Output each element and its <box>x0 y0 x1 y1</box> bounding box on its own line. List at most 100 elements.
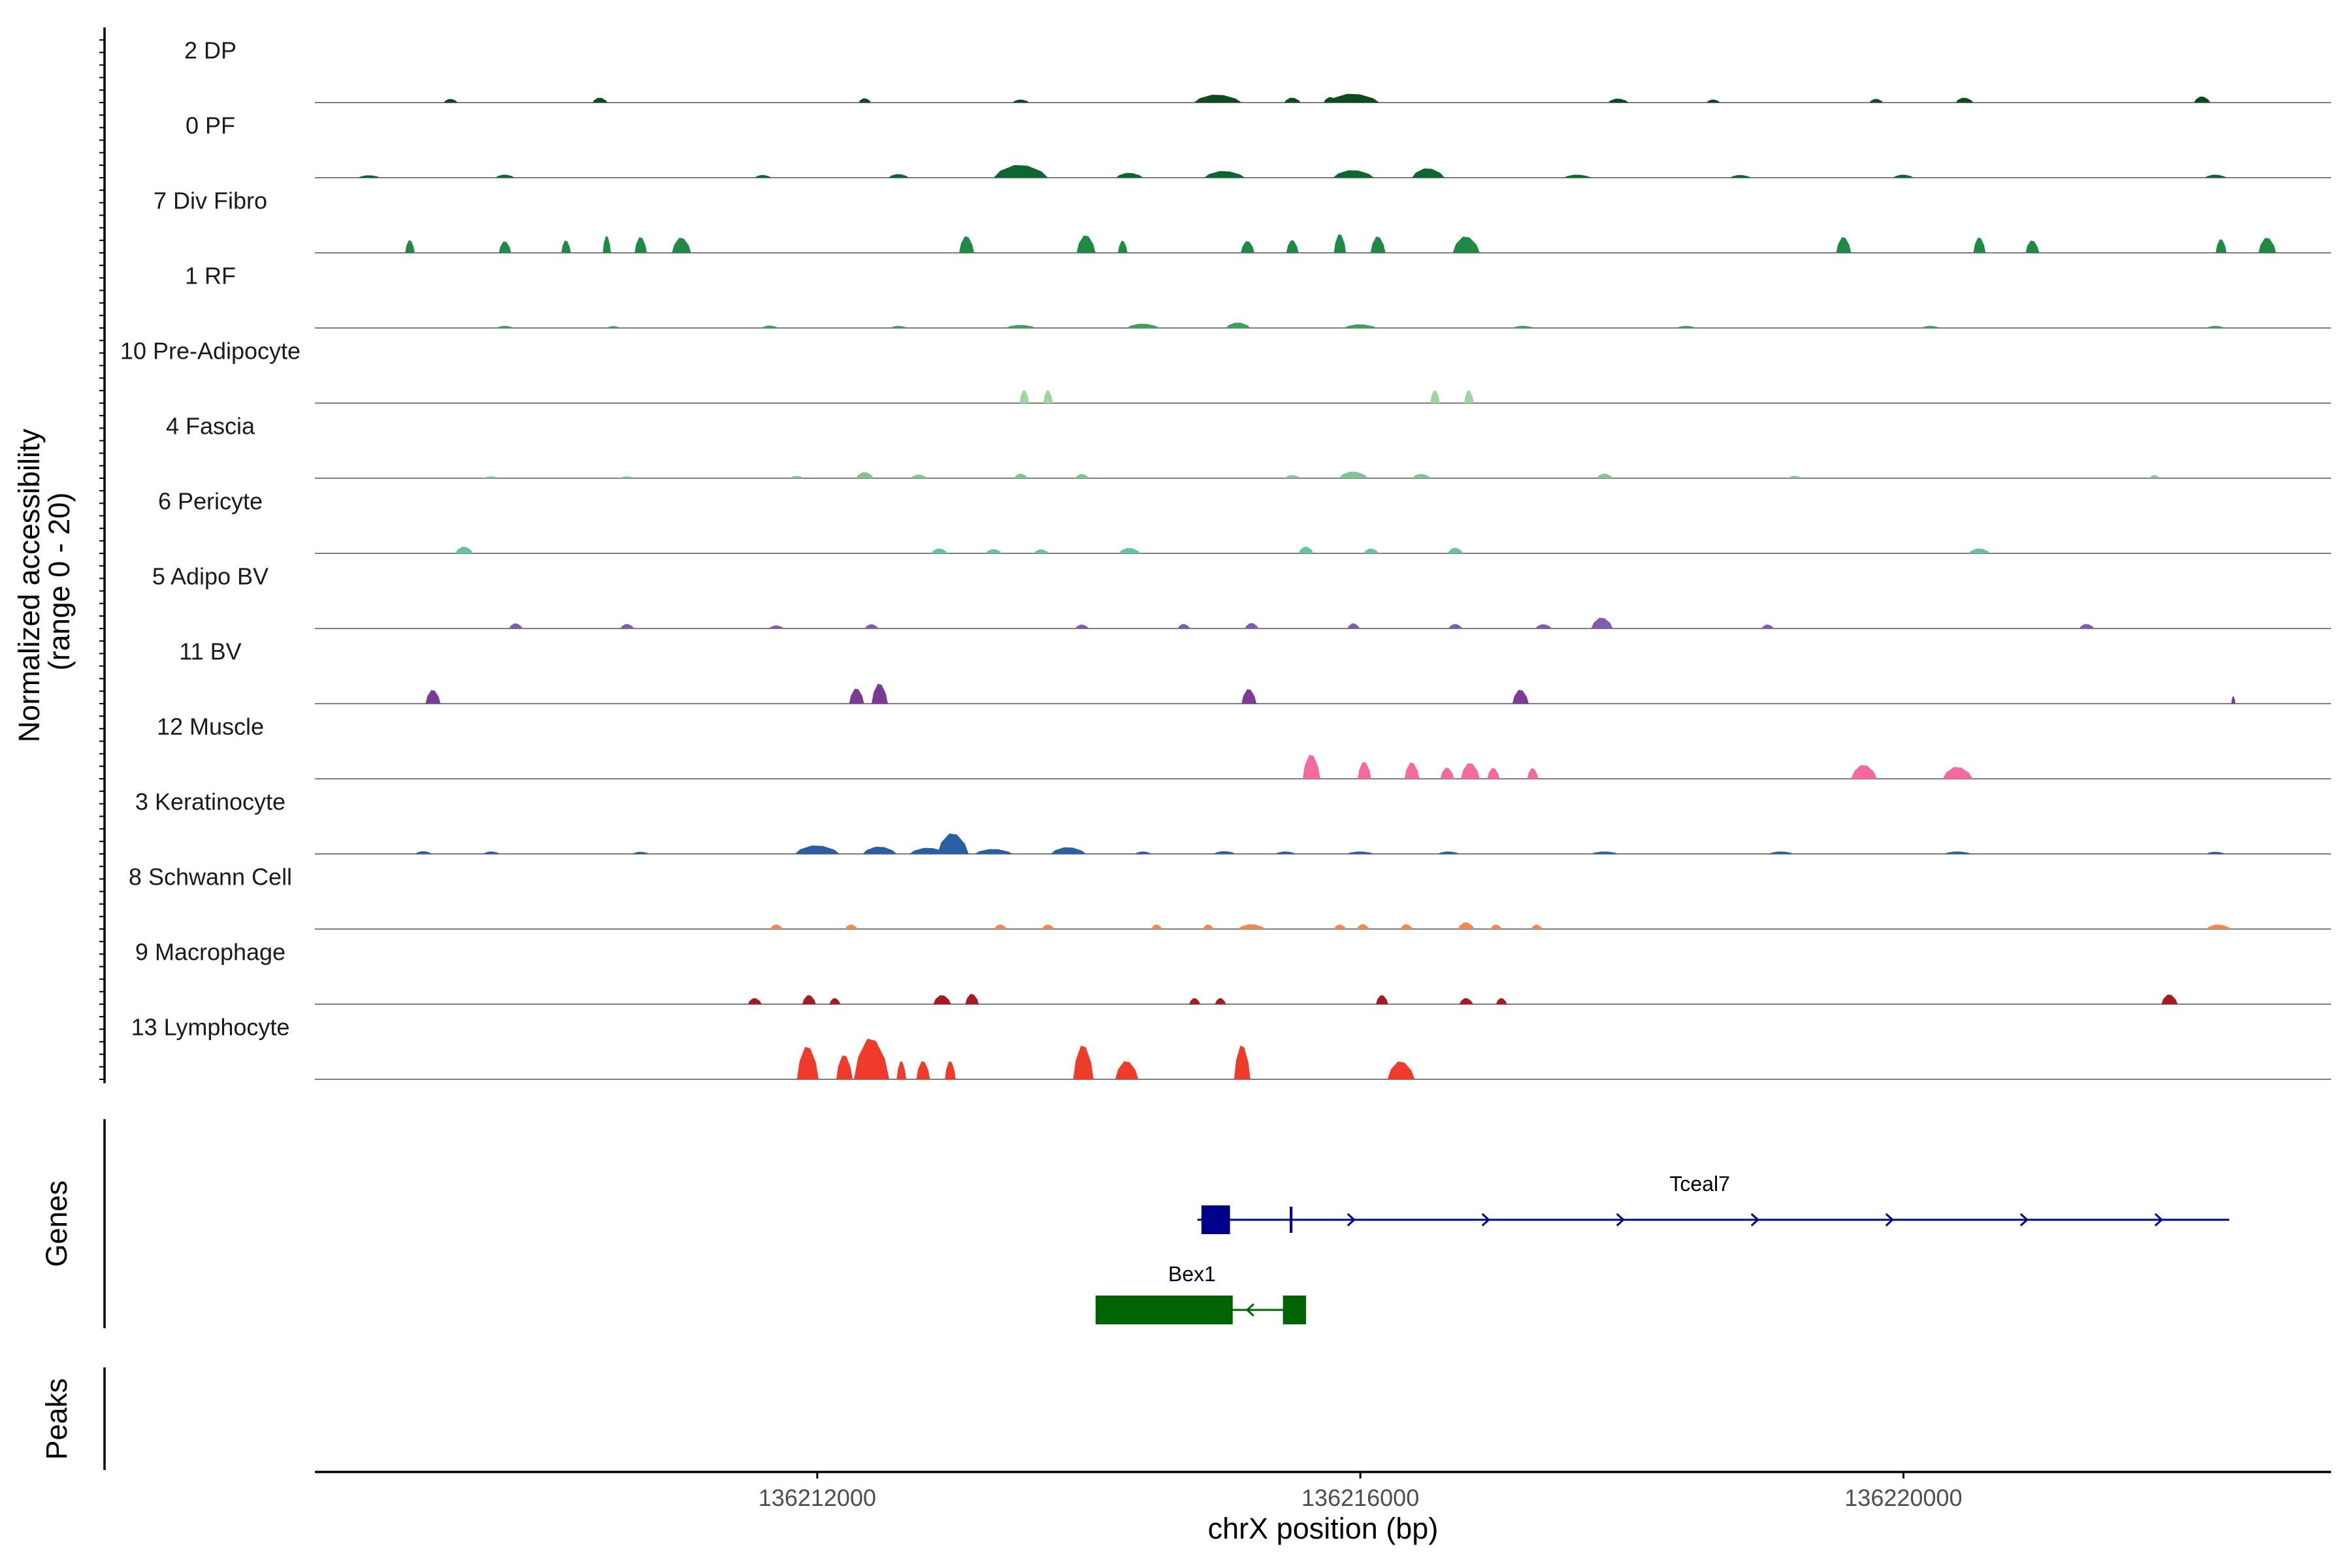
gene-name: Tceal7 <box>1669 1172 1730 1196</box>
coverage-peak <box>755 174 772 178</box>
coverage-track: 8 Schwann Cell <box>129 864 2331 930</box>
coverage-peak <box>1333 924 1347 929</box>
coverage-peak <box>1460 763 1480 779</box>
coverage-peak <box>1535 624 1552 629</box>
track-label: 0 PF <box>186 112 235 139</box>
coverage-peak <box>1238 924 1266 929</box>
coverage-track: 0 PF <box>186 112 2331 178</box>
coverage-peak <box>890 325 907 328</box>
coverage-peak <box>1115 1061 1139 1079</box>
track-label: 12 Muscle <box>157 713 264 740</box>
coverage-peak <box>864 624 879 629</box>
coverage-peak <box>1344 324 1377 328</box>
coverage-peak <box>1512 325 1535 328</box>
coverage-peak <box>1448 547 1463 553</box>
coverage-peak <box>1851 764 1877 779</box>
coverage-peak <box>1448 624 1463 629</box>
coverage-peak <box>1836 237 1852 253</box>
coverage-peak <box>974 849 1013 854</box>
coverage-track: 7 Div Fibro <box>154 188 2331 253</box>
coverage-peak <box>2025 240 2040 253</box>
track-label: 9 Macrophage <box>135 939 286 966</box>
coverage-track: 1 RF <box>185 263 2331 329</box>
coverage-peak <box>1591 617 1613 629</box>
coverage-peak <box>425 690 441 704</box>
coverage-peak <box>1302 755 1320 779</box>
track-label: 1 RF <box>185 263 236 289</box>
coverage-track: 13 Lymphocyte <box>131 1014 2331 1080</box>
track-label: 10 Pre-Adipocyte <box>120 338 301 365</box>
coverage-peak <box>2215 239 2227 253</box>
coverage-peak <box>836 1055 853 1079</box>
coverage-peak <box>1194 95 1242 103</box>
coverage-peak <box>1769 851 1794 854</box>
coverage-peak <box>455 546 474 553</box>
coverage-peak <box>620 624 634 629</box>
coverage-peak <box>1233 1045 1250 1079</box>
coverage-peak <box>2258 238 2276 253</box>
coverage-peak <box>2206 325 2225 328</box>
coverage-peak <box>1591 851 1618 854</box>
coverage-peak <box>1019 390 1030 403</box>
coverage-peak <box>2231 696 2236 704</box>
coverage-peak <box>561 240 571 253</box>
genes-panel-title: Genes <box>40 1181 73 1267</box>
coverage-peak <box>1241 241 1255 253</box>
coverage-peak <box>854 1038 890 1079</box>
coverage-peak <box>1364 548 1379 553</box>
track-label: 3 Keratinocyte <box>135 789 286 815</box>
coverage-peak <box>1487 768 1500 779</box>
coverage-peak <box>1596 474 1613 478</box>
coverage-peak <box>916 1061 930 1079</box>
coverage-peak <box>1119 547 1141 553</box>
strand-arrow <box>2019 1213 2029 1227</box>
coverage-peak <box>1347 623 1360 629</box>
coverage-peak <box>945 1061 956 1079</box>
coverage-peak <box>1226 322 1250 328</box>
coverage-peak <box>965 994 979 1004</box>
coverage-peak <box>1356 924 1369 929</box>
x-tick-label: 136220000 <box>1844 1484 1962 1511</box>
coverage-peak <box>1126 323 1160 328</box>
coverage-peak <box>606 326 621 328</box>
gene-exon <box>1282 1296 1307 1324</box>
coverage-track: 5 Adipo BV <box>152 563 2331 629</box>
coverage-peak <box>592 97 608 103</box>
coverage-peak <box>1333 170 1374 178</box>
strand-arrow <box>2154 1213 2164 1227</box>
strand-arrow <box>1481 1213 1491 1227</box>
coverage-peak <box>1076 235 1096 253</box>
coverage-peak <box>994 165 1049 178</box>
coverage-peak <box>1075 474 1089 478</box>
coverage-peak <box>1458 922 1475 929</box>
coverage-peak <box>1944 851 1972 854</box>
coverage-peak <box>1298 546 1314 553</box>
coverage-peak <box>802 995 816 1004</box>
coverage-peak <box>495 174 515 178</box>
coverage-peak <box>1075 625 1089 629</box>
gene-annotation-track: Tceal7 Bex1 <box>1095 1172 2230 1324</box>
coverage-peak <box>2194 96 2211 103</box>
coverage-peak <box>794 845 840 854</box>
coverage-peak <box>1412 168 1445 178</box>
track-label: 13 Lymphocyte <box>131 1014 290 1041</box>
gene-model: Tceal7 <box>1197 1172 2230 1234</box>
coverage-peak <box>872 683 888 704</box>
coverage-peak <box>1013 99 1030 103</box>
coverage-peak <box>444 99 458 103</box>
strand-arrow <box>1750 1213 1760 1227</box>
coverage-peak <box>1512 689 1529 704</box>
coverage-peak <box>1387 1061 1415 1079</box>
coverage-peak <box>1041 924 1054 929</box>
track-label: 6 Pericyte <box>158 488 263 515</box>
coverage-peak <box>1968 548 1991 553</box>
coverage-peak <box>1464 390 1474 403</box>
track-label: 2 DP <box>184 37 237 64</box>
coverage-track: 4 Fascia <box>166 413 2331 479</box>
coverage-track: 10 Pre-Adipocyte <box>120 338 2331 404</box>
coverage-peak <box>1203 924 1214 929</box>
x-axis-ticks: 136212000 136216000 136220000 <box>759 1472 1962 1511</box>
coverage-peak <box>1333 234 1347 253</box>
coverage-peak <box>634 237 647 253</box>
strand-arrow <box>1347 1213 1356 1227</box>
